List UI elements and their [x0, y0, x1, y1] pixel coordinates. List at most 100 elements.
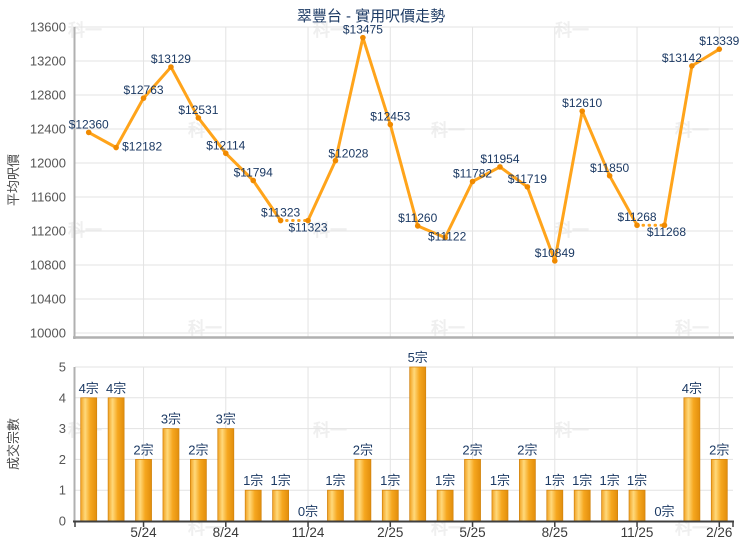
- count-bar: [217, 428, 235, 522]
- price-point-label: $12114: [206, 138, 245, 152]
- price-point-label: $13129: [151, 52, 191, 66]
- count-bar-label: 1宗: [435, 473, 455, 488]
- price-ytick-label: 11600: [31, 190, 66, 205]
- count-y-axis-title: 成交宗數: [6, 418, 21, 470]
- price-data-point: [497, 164, 503, 170]
- count-bar-label: 4宗: [79, 381, 99, 396]
- price-data-point: [277, 217, 284, 224]
- count-bar-label: 4宗: [682, 381, 702, 396]
- count-bar: [628, 489, 646, 522]
- price-point-label: $12531: [178, 103, 218, 117]
- x-tick-label: 8/24: [213, 525, 240, 540]
- x-tick-label: 2/26: [706, 525, 732, 540]
- count-bar: [464, 459, 481, 522]
- x-tick-label: 11/25: [621, 525, 654, 540]
- watermark-text: 科一: [188, 518, 222, 538]
- count-bar: [107, 397, 125, 522]
- count-bar-label: 2宗: [462, 442, 482, 457]
- price-point-label: $13475: [343, 23, 383, 37]
- count-bar-label: 1宗: [325, 473, 345, 488]
- watermark-text: 科一: [313, 20, 347, 40]
- price-point-label: $11268: [617, 210, 656, 224]
- watermark-text: 科一: [68, 20, 102, 40]
- watermark-text: 科一: [675, 518, 709, 538]
- watermark-text: 科一: [555, 20, 589, 40]
- price-point-label: $12763: [124, 83, 164, 97]
- count-ytick-label: 2: [59, 452, 66, 467]
- price-point-label: $11323: [288, 221, 327, 235]
- watermark-text: 科一: [675, 120, 709, 140]
- price-data-point: [606, 172, 613, 179]
- price-line-series: [87, 36, 721, 263]
- price-point-label: $11260: [398, 211, 437, 225]
- count-ytick-label: 1: [59, 483, 66, 498]
- price-data-point: [250, 177, 257, 184]
- price-point-label: $11850: [590, 161, 629, 175]
- price-ytick-label: 10400: [30, 292, 66, 307]
- price-data-point: [551, 258, 558, 264]
- price-data-point: [305, 217, 311, 224]
- count-bar-label: 0宗: [654, 504, 674, 519]
- watermark-text: 科一: [675, 318, 709, 338]
- price-ytick-label: 12800: [30, 88, 66, 103]
- price-ytick-label: 11200: [31, 224, 66, 239]
- price-y-axis-title: 平均呎價: [6, 154, 21, 206]
- count-bar-label: 1宗: [545, 473, 565, 488]
- count-bar-label: 1宗: [243, 473, 263, 488]
- price-data-point: [661, 222, 668, 229]
- watermark-text: 科一: [431, 120, 465, 140]
- price-data-point: [442, 234, 448, 241]
- price-point-label: $11782: [453, 167, 492, 181]
- count-bar: [491, 489, 509, 522]
- price-point-label: $13142: [662, 51, 702, 65]
- price-data-point: [140, 95, 147, 101]
- count-bar: [683, 397, 701, 522]
- price-data-point: [332, 157, 339, 164]
- watermark-text: 科一: [431, 518, 465, 538]
- count-bar-label: 2宗: [353, 442, 373, 457]
- count-ytick-label: 3: [59, 421, 66, 436]
- count-bar-label: 3宗: [161, 412, 181, 427]
- price-point-label: $12360: [69, 117, 109, 131]
- count-bar: [409, 366, 427, 522]
- price-ytick-label: 12400: [30, 122, 66, 137]
- price-data-point: [469, 178, 476, 185]
- count-bar-label: 4宗: [106, 381, 126, 396]
- count-bar: [710, 459, 728, 522]
- count-bar: [244, 489, 262, 522]
- count-bar: [601, 489, 618, 522]
- price-data-point: [168, 64, 174, 70]
- price-ytick-label: 10800: [30, 258, 66, 273]
- price-point-label: $12453: [370, 109, 410, 123]
- count-bar: [327, 489, 344, 522]
- watermark-text: 科一: [68, 220, 102, 240]
- count-ytick-label: 5: [59, 360, 66, 375]
- price-point-label: $11794: [234, 166, 273, 180]
- watermark-text: 科一: [555, 220, 589, 240]
- price-point-label: $11323: [261, 206, 300, 220]
- chart-title: 翠豐台 - 實用呎價走勢: [297, 7, 445, 25]
- price-ytick-label: 13600: [30, 20, 66, 35]
- watermark-text: 科一: [431, 318, 465, 338]
- count-ytick-label: 4: [59, 390, 66, 405]
- watermark-text: 科一: [188, 318, 222, 338]
- watermark-text: 科一: [313, 420, 347, 440]
- count-bar: [162, 428, 180, 522]
- count-bar-label: 5宗: [408, 350, 428, 365]
- price-data-point: [524, 184, 531, 190]
- count-bar: [381, 489, 399, 522]
- x-tick-label: 5/24: [130, 525, 157, 540]
- price-data-point: [689, 63, 695, 69]
- watermark-text: 科一: [188, 120, 222, 140]
- watermark-text: 科一: [313, 220, 347, 240]
- count-bar: [354, 459, 372, 522]
- price-data-point: [387, 121, 394, 128]
- price-data-point: [360, 34, 366, 41]
- price-point-label: $12182: [122, 140, 162, 154]
- price-data-point: [716, 46, 723, 52]
- price-data-point: [414, 223, 421, 229]
- price-data-point: [222, 150, 229, 157]
- price-point-label: $13339: [699, 34, 739, 48]
- count-bar: [573, 489, 591, 522]
